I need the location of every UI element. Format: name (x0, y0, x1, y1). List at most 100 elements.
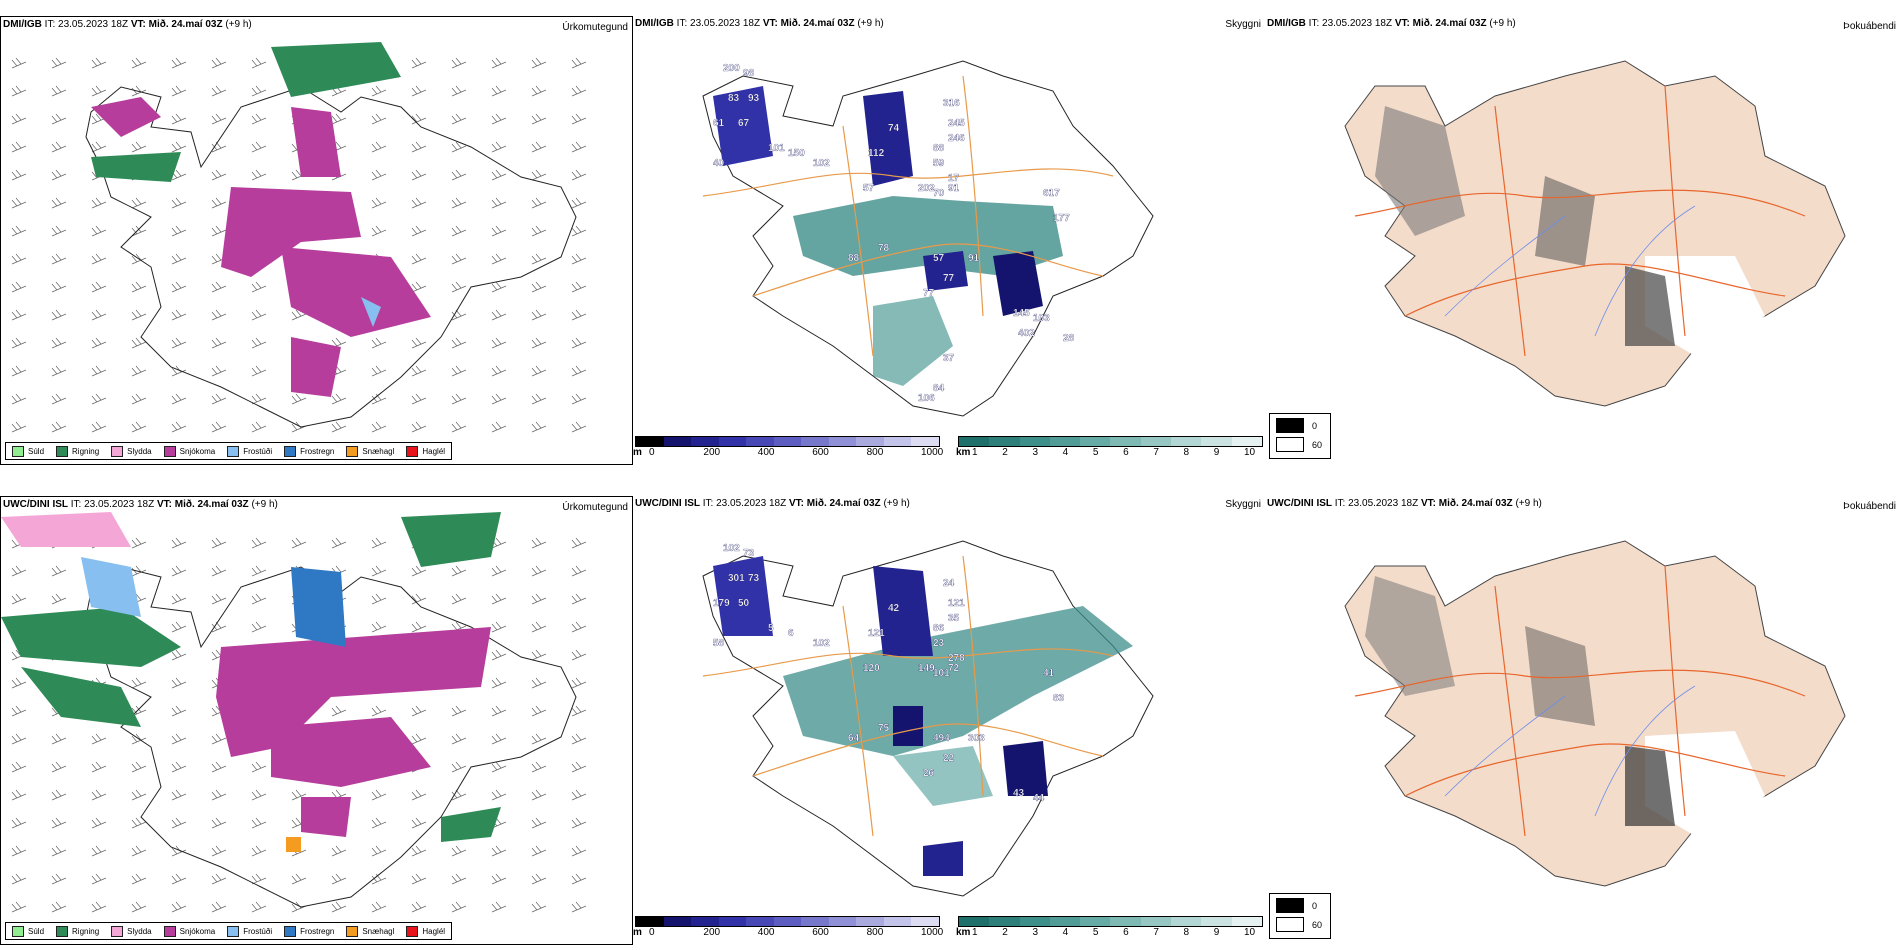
cloud-area (1625, 746, 1675, 826)
legend-item: Snæhagl (346, 445, 394, 457)
snow-depth-colorbar: m 0 200 400 600 800 1000 (633, 436, 944, 458)
colorbar-tick: 3 (1032, 447, 1038, 458)
colorbar-tick: 9 (1213, 447, 1220, 458)
snow-area (291, 337, 341, 397)
visibility-area (783, 606, 1133, 756)
cloud-area (1645, 731, 1765, 836)
snow-depth-area (893, 706, 923, 746)
fog-map-uwc (1344, 540, 1846, 887)
cloud-area (1645, 256, 1765, 356)
colorbar-swatch (883, 917, 912, 926)
snow-depth-label: 102 (723, 543, 740, 554)
snow-depth-label: 112 (868, 148, 885, 159)
snow-depth-label: 402 (1018, 328, 1035, 339)
snow-depth-label: 75 (878, 723, 890, 734)
colorbar-swatch (989, 917, 1020, 926)
colorbar-unit: m (633, 927, 642, 938)
snow-depth-label: 6 (788, 628, 794, 639)
snow-depth-label: 149 (918, 663, 935, 674)
snow-depth-label: 88 (933, 143, 945, 154)
wind-barbs (11, 537, 587, 913)
rivers (1444, 205, 1696, 337)
snow-depth-label: 91 (968, 253, 980, 264)
colorbar-swatch (718, 437, 747, 446)
colorbar-swatch (801, 437, 829, 446)
sleet-area (1, 512, 131, 547)
colorbar-swatch (636, 437, 664, 446)
colorbar-swatch (828, 917, 857, 926)
colorbar-tick: 1000 (921, 447, 944, 458)
colorbar-swatch (989, 437, 1020, 446)
rain-area (401, 512, 501, 567)
colorbar-tick: 7 (1153, 447, 1159, 458)
snow-depth-area (863, 91, 913, 186)
colorbar-tick: 2 (1002, 927, 1008, 938)
snow-depth-label: 84 (933, 383, 945, 394)
snow-depth-label: 150 (788, 148, 805, 159)
snow-depth-label: 37 (943, 353, 955, 364)
visibility-panel-uwc: 102 73 301 73 50 5 6 102 58 179 42 24 121 35 86 23 278 10… (633, 496, 1265, 945)
snow-depth-label: 102 (813, 158, 830, 169)
colorbar-swatch (1231, 437, 1262, 446)
snow-depth-label: 64 (848, 733, 860, 744)
legend-item: Frostregn (284, 445, 334, 457)
snow-depth-label: 72 (948, 663, 960, 674)
colorbar-swatch (801, 917, 829, 926)
snow-depth-label: 101 (768, 143, 785, 154)
panel-title: Þokuábendi (1843, 21, 1896, 32)
colorbar-tick: 5 (1092, 447, 1099, 458)
snow-depth-label: 28 (1063, 333, 1075, 344)
sleet-area (361, 297, 381, 327)
colorbar-tick: 400 (757, 447, 775, 458)
snow-depth-label: 88 (848, 253, 860, 264)
snow-depth-label: 42 (888, 603, 900, 614)
snow-depth-label: 83 (1053, 693, 1065, 704)
colorbar-tick: 3 (1032, 927, 1038, 938)
snow-depth-label: 106 (918, 393, 935, 404)
precip-legend: Súld Rigning Slydda Snjókoma Frostúði Fr… (5, 922, 453, 940)
snow-depth-label: 303 (968, 733, 985, 744)
colorbar-swatch (959, 437, 990, 446)
colorbar-tick: 1 (972, 447, 978, 458)
precip-map-dmi (11, 42, 587, 433)
colorbar-swatch (1110, 437, 1141, 446)
colorbar-swatch (1019, 917, 1050, 926)
snow-depth-label: 278 (948, 653, 965, 664)
snow-area (221, 187, 361, 277)
colorbar-tick: 400 (757, 927, 775, 938)
snow-depth-label: 617 (1043, 188, 1060, 199)
snow-depth-label: 22 (943, 753, 955, 764)
colorbar-swatch (1019, 437, 1050, 446)
snow-depth-label: 101 (933, 668, 950, 679)
colorbar-unit: km (956, 927, 971, 938)
panel-header: UWC/DINI ISL IT: 23.05.2023 18Z VT: Mið.… (1267, 498, 1542, 509)
panel-title: Úrkomutegund (562, 502, 628, 513)
colorbar-swatch (663, 437, 692, 446)
panel-header: DMI/IGB IT: 23.05.2023 18Z VT: Mið. 24.m… (1267, 18, 1516, 29)
snow-area (291, 107, 341, 177)
colorbar-swatch (746, 917, 774, 926)
panel-header: UWC/DINI ISL IT: 23.05.2023 18Z VT: Mið.… (635, 498, 910, 509)
colorbar-swatch (1080, 437, 1111, 446)
colorbar-tick: 8 (1183, 927, 1190, 938)
colorbar-tick: 6 (1123, 447, 1129, 458)
cloud-area (1625, 266, 1675, 346)
colorbar-tick: 0 (649, 447, 655, 458)
snow-depth-label: 35 (948, 613, 960, 624)
colorbar-swatch (691, 917, 719, 926)
colorbar-swatch (1110, 917, 1141, 926)
snow-depth-label: 70 (933, 188, 945, 199)
freezing-rain-area (291, 567, 346, 647)
colorbar-tick: 5 (1092, 927, 1099, 938)
colorbar-swatch (691, 437, 719, 446)
colorbar-tick: 600 (812, 927, 829, 938)
snow-depth-label: 316 (943, 98, 960, 109)
legend-item: Snæhagl (346, 925, 394, 937)
legend-item: Snjókoma (163, 925, 215, 937)
colorbar-swatch (1201, 917, 1232, 926)
snow-depth-label: 50 (738, 598, 750, 609)
colorbar-swatch (1201, 437, 1232, 446)
iceland-outline (702, 540, 1154, 897)
colorbar-tick: 600 (812, 447, 829, 458)
